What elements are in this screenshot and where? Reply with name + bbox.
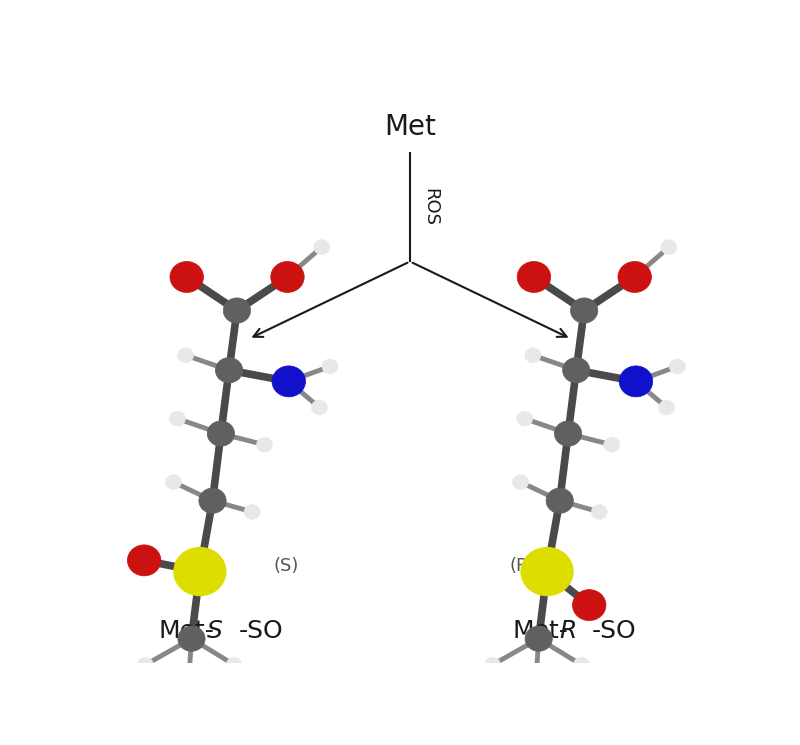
- Circle shape: [257, 437, 273, 452]
- Circle shape: [199, 488, 226, 513]
- Circle shape: [223, 298, 250, 323]
- Circle shape: [517, 411, 533, 426]
- Circle shape: [525, 348, 541, 363]
- Circle shape: [207, 421, 234, 446]
- Circle shape: [244, 504, 260, 519]
- Text: (S): (S): [274, 557, 299, 574]
- Circle shape: [138, 657, 154, 672]
- Circle shape: [178, 348, 194, 363]
- Circle shape: [618, 261, 651, 293]
- Text: ROS: ROS: [421, 188, 439, 226]
- Text: Met: Met: [384, 112, 436, 141]
- Text: S: S: [206, 620, 222, 644]
- Circle shape: [521, 548, 573, 596]
- Circle shape: [322, 359, 338, 374]
- Circle shape: [178, 626, 205, 651]
- Circle shape: [270, 261, 304, 293]
- Text: (R): (R): [510, 557, 536, 574]
- Circle shape: [527, 679, 543, 694]
- Circle shape: [562, 358, 590, 383]
- Circle shape: [311, 400, 327, 415]
- Circle shape: [166, 475, 182, 489]
- Text: R: R: [559, 620, 577, 644]
- Circle shape: [570, 298, 598, 323]
- Circle shape: [546, 488, 574, 513]
- Circle shape: [174, 548, 226, 596]
- Circle shape: [127, 545, 161, 576]
- Circle shape: [661, 240, 677, 255]
- Circle shape: [604, 437, 620, 452]
- Circle shape: [170, 261, 203, 293]
- Circle shape: [170, 411, 186, 426]
- Circle shape: [314, 240, 330, 255]
- Circle shape: [272, 366, 306, 397]
- Circle shape: [573, 589, 606, 621]
- Text: ‑SO: ‑SO: [592, 620, 636, 644]
- Circle shape: [215, 358, 242, 383]
- Circle shape: [574, 657, 590, 672]
- Circle shape: [554, 421, 582, 446]
- Circle shape: [180, 679, 196, 694]
- Text: Met‑: Met‑: [159, 620, 214, 644]
- Circle shape: [591, 504, 607, 519]
- Text: ‑SO: ‑SO: [238, 620, 283, 644]
- Circle shape: [517, 261, 550, 293]
- Circle shape: [525, 626, 552, 651]
- Circle shape: [619, 366, 653, 397]
- Circle shape: [669, 359, 686, 374]
- Text: Met‑: Met‑: [512, 620, 568, 644]
- Circle shape: [226, 657, 242, 672]
- Circle shape: [485, 657, 501, 672]
- Circle shape: [513, 475, 529, 489]
- Circle shape: [658, 400, 674, 415]
